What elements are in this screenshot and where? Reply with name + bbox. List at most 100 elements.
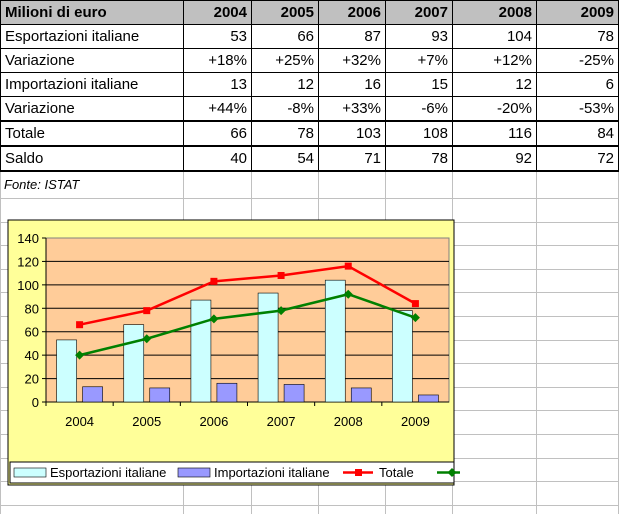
bar xyxy=(123,324,145,403)
table-cell: 78 xyxy=(536,24,619,49)
table-cell: 15 xyxy=(385,72,453,97)
row-label: Esportazioni italiane xyxy=(0,24,184,49)
table-cell: 78 xyxy=(251,120,319,147)
point xyxy=(142,334,152,344)
header-cell: 2005 xyxy=(251,0,319,25)
legend-marker xyxy=(355,469,362,476)
bar xyxy=(392,310,413,403)
bar xyxy=(418,394,439,403)
table-cell: 13 xyxy=(183,72,252,97)
table-cell: 54 xyxy=(251,145,319,172)
legend-swatch xyxy=(177,467,211,478)
table-cell: 116 xyxy=(452,120,537,147)
series-line xyxy=(79,264,417,326)
table-cell: 84 xyxy=(536,120,619,147)
y-tick-label: 80 xyxy=(25,301,39,316)
point xyxy=(344,262,352,270)
table-cell: 87 xyxy=(318,24,386,49)
header-cell: Milioni di euro xyxy=(0,0,184,25)
row-label: Importazioni italiane xyxy=(0,72,184,97)
x-tick-label: 2005 xyxy=(132,414,161,429)
y-tick-label: 60 xyxy=(25,325,39,340)
table-row: Importazioni italiane 13 12 16 15 12 6 xyxy=(0,72,619,97)
row-label: Saldo xyxy=(0,145,184,172)
point xyxy=(410,313,420,323)
bar xyxy=(82,386,103,403)
bar xyxy=(350,387,372,403)
row-label: Totale xyxy=(0,120,184,147)
point xyxy=(76,321,84,329)
table-header-row: Milioni di euro 2004 2005 2006 2007 2008… xyxy=(0,0,619,25)
table-row: Variazione +18% +25% +32% +7% +12% -25% xyxy=(0,48,619,73)
x-tick-label: 2009 xyxy=(401,414,430,429)
point xyxy=(143,307,151,315)
table-cell: +33% xyxy=(318,96,386,122)
y-tick-label: 0 xyxy=(32,395,39,410)
bar xyxy=(257,292,279,403)
table-cell: 78 xyxy=(385,145,453,172)
row-label: Variazione xyxy=(0,96,184,122)
table-row: Variazione +44% -8% +33% -6% -20% -53% xyxy=(0,96,619,122)
x-tick-label: 2007 xyxy=(267,414,296,429)
table-cell: -25% xyxy=(536,48,619,73)
bar xyxy=(56,339,77,403)
chart[interactable]: 0 20 40 60 80 100 120 140 2004 2005 2006 2007 2008 20… xyxy=(0,212,467,494)
table-cell: 12 xyxy=(452,72,537,97)
bar xyxy=(324,279,346,403)
table-cell: 16 xyxy=(318,72,386,97)
header-cell: 2007 xyxy=(385,0,453,25)
source-note: Fonte: ISTAT xyxy=(4,177,80,192)
point xyxy=(411,300,419,308)
table-cell: -6% xyxy=(385,96,453,122)
table-cell: 92 xyxy=(452,145,537,172)
table-row: Esportazioni italiane 53 66 87 93 104 78 xyxy=(0,24,619,49)
table-cell: 108 xyxy=(385,120,453,147)
header-cell: 2009 xyxy=(536,0,619,25)
table-cell: 40 xyxy=(183,145,252,172)
legend-label: Importazioni italiane xyxy=(214,465,330,480)
series-line xyxy=(79,292,416,357)
x-tick-label: 2008 xyxy=(334,414,363,429)
bar xyxy=(283,384,305,403)
table-cell: +25% xyxy=(251,48,319,73)
table-cell: 66 xyxy=(251,24,319,49)
table-cell: 72 xyxy=(536,145,619,172)
point xyxy=(343,289,353,299)
legend-label: Totale xyxy=(379,465,414,480)
chart-svg: 0 20 40 60 80 100 120 140 2004 2005 2006 2007 2008 20… xyxy=(7,219,467,486)
table-cell: +44% xyxy=(183,96,252,122)
bar xyxy=(190,299,212,403)
table-cell: -8% xyxy=(251,96,319,122)
y-tick-label: 120 xyxy=(17,254,39,269)
header-cell: 2006 xyxy=(318,0,386,25)
point xyxy=(75,350,85,360)
y-tick-label: 20 xyxy=(25,372,39,387)
table-cell: +12% xyxy=(452,48,537,73)
bar xyxy=(149,387,171,403)
table-cell: 53 xyxy=(183,24,252,49)
header-cell: 2008 xyxy=(452,0,537,25)
table-cell: 12 xyxy=(251,72,319,97)
table-cell: 71 xyxy=(318,145,386,172)
point xyxy=(277,271,285,279)
table-row: Saldo 40 54 71 78 92 72 xyxy=(0,145,619,172)
table-cell: +18% xyxy=(183,48,252,73)
table-cell: 103 xyxy=(318,120,386,147)
x-tick-label: 2006 xyxy=(199,414,228,429)
table-cell: +32% xyxy=(318,48,386,73)
y-tick-label: 100 xyxy=(17,278,39,293)
legend-marker xyxy=(447,468,457,477)
table-cell: 93 xyxy=(385,24,453,49)
point xyxy=(276,306,286,316)
table-cell: 104 xyxy=(452,24,537,49)
legend-label: Esportazioni italiane xyxy=(50,465,166,480)
point xyxy=(210,277,218,285)
table-cell: -53% xyxy=(536,96,619,122)
legend-swatch xyxy=(13,467,47,478)
x-tick-label: 2004 xyxy=(65,414,94,429)
y-tick-label: 140 xyxy=(17,231,39,246)
table-row: Totale 66 78 103 108 116 84 xyxy=(0,120,619,147)
bar xyxy=(216,382,238,403)
point xyxy=(209,314,219,324)
table-cell: 6 xyxy=(536,72,619,97)
